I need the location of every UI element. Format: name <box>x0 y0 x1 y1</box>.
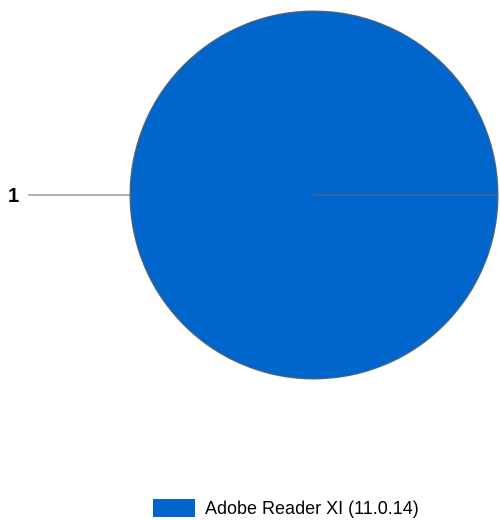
pie-slices <box>129 10 499 380</box>
legend-swatch <box>153 499 195 517</box>
data-label: 1 <box>8 185 19 207</box>
legend: Adobe Reader XI (11.0.14) <box>153 498 419 518</box>
legend-label: Adobe Reader XI (11.0.14) <box>205 498 419 518</box>
